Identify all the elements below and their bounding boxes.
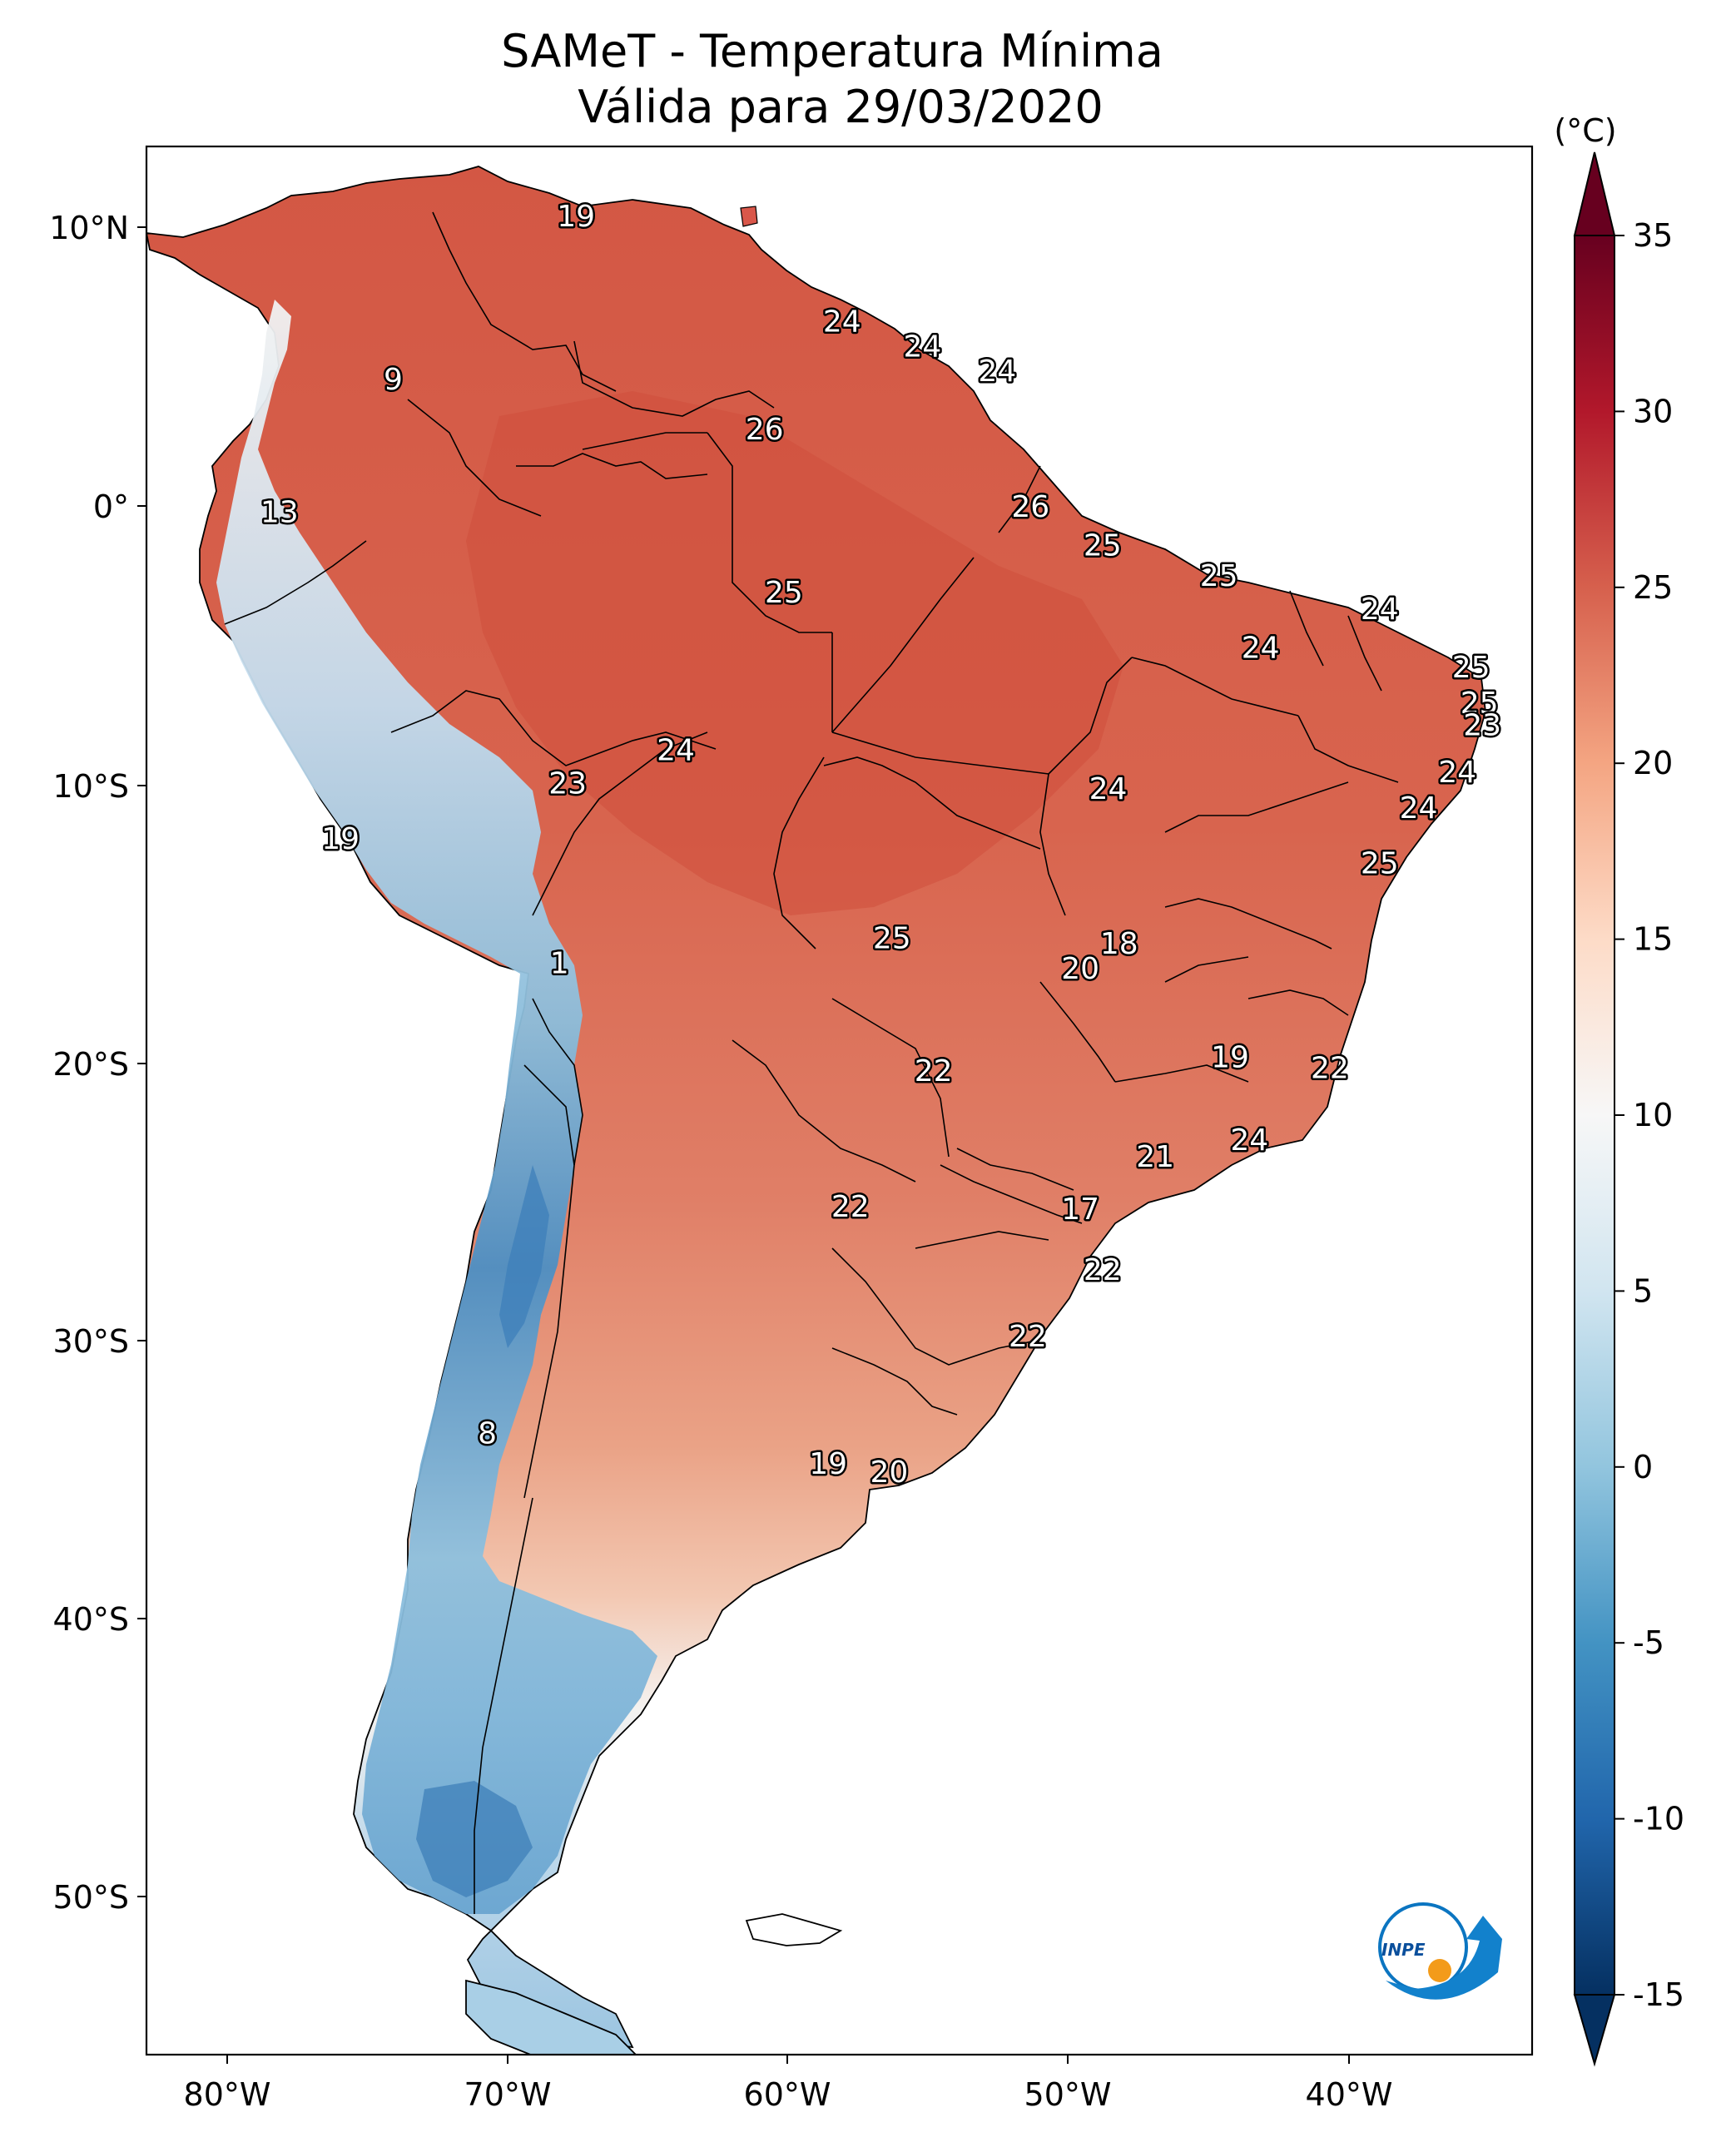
station-label: 24 [1230, 1123, 1268, 1158]
colorbar-bottom-extension [1573, 1994, 1616, 2067]
x-tick-label: 70°W [464, 2076, 552, 2113]
station-label: 24 [978, 355, 1016, 389]
station-label: 26 [1011, 490, 1049, 524]
station-label: 25 [873, 921, 911, 955]
logo-sun [1428, 1959, 1451, 1982]
falkland-islands [745, 1913, 843, 1946]
logo-text: INPE [1381, 1940, 1426, 1960]
colorbar: (°C) 35 30 25 20 15 10 5 0 -5 -10 -15 [1554, 112, 1684, 2067]
station-label: 18 [1100, 927, 1138, 961]
station-label: 8 [478, 1416, 497, 1450]
andes-cold-region [216, 300, 657, 1914]
x-tick-label: 80°W [184, 2076, 271, 2113]
colorbar-tick-label: 10 [1633, 1097, 1673, 1133]
x-tick-label: 40°W [1306, 2076, 1393, 2113]
station-label: 24 [1400, 791, 1438, 826]
colorbar-tick-label: -10 [1633, 1801, 1684, 1837]
station-label: 26 [746, 413, 784, 447]
station-label: 13 [260, 496, 299, 530]
station-label: 22 [915, 1054, 953, 1088]
x-axis-ticks: 80°W 70°W 60°W 50°W 40°W [184, 2055, 1393, 2113]
x-tick-label: 60°W [744, 2076, 831, 2113]
colorbar-ticks: 35 30 25 20 15 10 5 0 -5 -10 -15 [1614, 217, 1684, 2013]
colorbar-tick-label: 30 [1633, 393, 1673, 429]
station-label: 22 [1084, 1253, 1122, 1287]
y-tick-label: 40°S [53, 1601, 129, 1638]
y-tick-label: 10°N [49, 210, 129, 246]
y-tick-label: 10°S [53, 768, 129, 805]
station-label: 24 [1242, 632, 1280, 666]
station-label: 25 [765, 576, 803, 610]
x-tick-label: 50°W [1024, 2076, 1112, 2113]
y-tick-label: 30°S [53, 1323, 129, 1360]
y-tick-label: 0° [93, 488, 129, 525]
colorbar-tick-label: 20 [1633, 745, 1673, 781]
chart-title: SAMeT - Temperatura Mínima [501, 25, 1163, 77]
station-label: 24 [1089, 772, 1128, 806]
colorbar-top-extension [1573, 151, 1616, 236]
colorbar-tick-label: 25 [1633, 569, 1673, 606]
station-label: 25 [1084, 529, 1122, 563]
station-label: 19 [321, 822, 360, 856]
colorbar-tick-label: -15 [1633, 1976, 1684, 2013]
plot-frame [145, 145, 1534, 2056]
y-tick-label: 20°S [53, 1046, 129, 1083]
station-label: 22 [1009, 1320, 1047, 1354]
logo-arrow [1386, 1916, 1502, 2000]
station-label: 25 [1361, 847, 1399, 881]
tierra-del-fuego [465, 1979, 637, 2055]
station-label: 19 [1211, 1040, 1249, 1074]
amazon-warm-core [466, 391, 1123, 915]
colorbar-tick-label: 5 [1633, 1272, 1653, 1309]
station-label: 20 [1061, 952, 1099, 986]
station-label: 25 [1461, 687, 1499, 721]
station-label: 24 [823, 305, 861, 339]
colorbar-tick-label: 0 [1633, 1449, 1653, 1485]
station-label: 19 [557, 200, 595, 234]
station-label: 24 [903, 330, 941, 364]
station-label: 21 [1136, 1140, 1174, 1174]
y-axis-ticks: 10°N 0° 10°S 20°S 30°S 40°S 50°S [49, 210, 146, 1916]
station-label: 20 [870, 1455, 908, 1490]
colorbar-tick-label: 15 [1633, 921, 1673, 958]
station-label: 9 [384, 363, 403, 397]
inpe-logo: INPE [1378, 1902, 1502, 2000]
station-label: 25 [1200, 559, 1238, 593]
y-tick-label: 50°S [53, 1879, 129, 1916]
station-label: 22 [1311, 1052, 1349, 1086]
colorbar-tick-label: 35 [1633, 217, 1673, 254]
colorbar-unit: (°C) [1554, 112, 1616, 149]
station-label: 22 [831, 1190, 870, 1224]
colorbar-tick-label: -5 [1633, 1624, 1664, 1661]
station-label: 24 [1361, 593, 1399, 627]
station-label: 19 [809, 1447, 847, 1481]
station-label: 24 [657, 734, 695, 768]
station-label: 23 [1463, 709, 1501, 743]
station-label: 23 [548, 766, 587, 801]
map-area [146, 146, 1532, 2055]
station-label: 1 [550, 946, 569, 980]
station-label: 24 [1438, 756, 1476, 790]
station-label: 25 [1452, 651, 1490, 685]
station-label: 17 [1061, 1193, 1099, 1227]
colorbar-body [1574, 235, 1615, 1996]
trinidad-island [740, 206, 758, 227]
andes-coldest-core [499, 1165, 549, 1348]
political-borders [224, 211, 1399, 1914]
chart-subtitle: Válida para 29/03/2020 [578, 81, 1103, 133]
